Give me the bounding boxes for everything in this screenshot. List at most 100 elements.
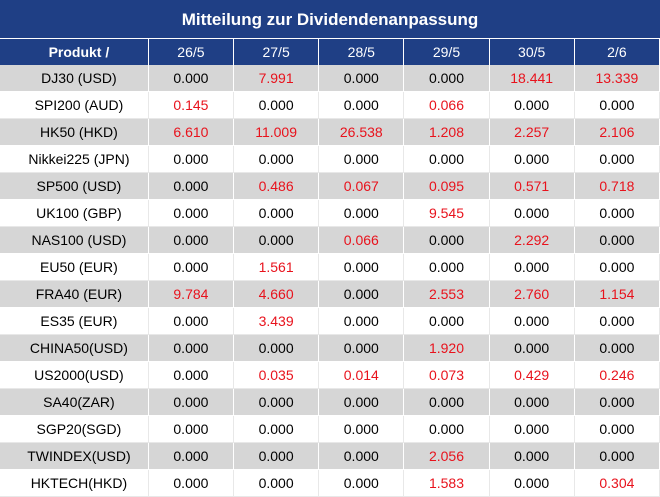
product-name-cell: ES35 (EUR) (0, 307, 149, 335)
dividend-value-cell: 0.000 (148, 145, 235, 173)
dividend-value-cell: 0.000 (148, 199, 235, 227)
product-name-cell: CHINA50(USD) (0, 334, 149, 362)
dividend-value-cell: 0.000 (489, 199, 575, 227)
dividend-value-cell: 0.000 (574, 199, 660, 227)
dividend-value-cell: 0.000 (403, 415, 490, 443)
dividend-value-cell: 0.066 (403, 91, 490, 119)
dividend-value-cell: 2.292 (489, 226, 575, 254)
dividend-table: Produkt / 26/5 27/5 28/5 29/5 30/5 2/6 D… (0, 39, 660, 497)
table-row: EU50 (EUR) 0.000 1.561 0.000 0.000 0.000 0.000 (0, 253, 660, 281)
table-row: FRA40 (EUR) 9.784 4.660 0.000 2.553 2.760 1.15… (0, 280, 660, 308)
dividend-value-cell: 0.000 (318, 415, 405, 443)
dividend-value-cell: 0.000 (403, 253, 490, 281)
dividend-value-cell: 0.000 (574, 253, 660, 281)
table-row: TWINDEX(USD) 0.000 0.000 0.000 2.056 0.000 0.0… (0, 442, 660, 470)
dividend-value-cell: 0.000 (148, 469, 235, 497)
dividend-value-cell: 0.000 (403, 65, 490, 92)
dividend-value-cell: 0.000 (148, 361, 235, 389)
page-title: Mitteilung zur Dividendenanpassung (0, 0, 660, 39)
dividend-value-cell: 0.000 (233, 334, 320, 362)
dividend-value-cell: 1.561 (233, 253, 320, 281)
product-name-cell: DJ30 (USD) (0, 65, 149, 92)
table-row: NAS100 (USD) 0.000 0.000 0.066 0.000 2.292 0.0… (0, 226, 660, 254)
dividend-value-cell: 0.000 (318, 280, 405, 308)
dividend-value-cell: 7.991 (233, 65, 320, 92)
dividend-value-cell: 2.056 (403, 442, 490, 470)
dividend-value-cell: 0.145 (148, 91, 235, 119)
product-name-cell: FRA40 (EUR) (0, 280, 149, 308)
column-header-date: 26/5 (148, 39, 235, 65)
product-name-cell: TWINDEX(USD) (0, 442, 149, 470)
product-name-cell: SA40(ZAR) (0, 388, 149, 416)
dividend-value-cell: 0.000 (233, 442, 320, 470)
product-name-cell: SGP20(SGD) (0, 415, 149, 443)
dividend-value-cell: 0.000 (574, 91, 660, 119)
product-name-cell: HK50 (HKD) (0, 118, 149, 146)
column-header-date: 27/5 (233, 39, 320, 65)
dividend-value-cell: 0.000 (148, 172, 235, 200)
column-header-date: 29/5 (403, 39, 490, 65)
dividend-value-cell: 0.095 (403, 172, 490, 200)
dividend-value-cell: 0.000 (403, 307, 490, 335)
dividend-value-cell: 0.000 (318, 253, 405, 281)
dividend-value-cell: 0.000 (318, 442, 405, 470)
dividend-value-cell: 0.000 (489, 388, 575, 416)
dividend-value-cell: 0.000 (489, 145, 575, 173)
dividend-value-cell: 0.066 (318, 226, 405, 254)
dividend-value-cell: 0.718 (574, 172, 660, 200)
dividend-value-cell: 0.000 (233, 91, 320, 119)
dividend-value-cell: 26.538 (318, 118, 405, 146)
dividend-value-cell: 0.486 (233, 172, 320, 200)
column-header-date: 30/5 (489, 39, 575, 65)
dividend-value-cell: 0.000 (148, 65, 235, 92)
dividend-value-cell: 1.583 (403, 469, 490, 497)
dividend-value-cell: 0.000 (489, 253, 575, 281)
dividend-value-cell: 0.000 (489, 442, 575, 470)
dividend-value-cell: 0.000 (233, 145, 320, 173)
dividend-value-cell: 0.000 (318, 334, 405, 362)
dividend-value-cell: 0.000 (318, 469, 405, 497)
dividend-value-cell: 0.000 (148, 307, 235, 335)
dividend-value-cell: 0.000 (489, 91, 575, 119)
dividend-value-cell: 0.304 (574, 469, 660, 497)
dividend-value-cell: 0.000 (233, 199, 320, 227)
table-row: US2000(USD) 0.000 0.035 0.014 0.073 0.429 0.24… (0, 361, 660, 389)
product-name-cell: Nikkei225 (JPN) (0, 145, 149, 173)
product-name-cell: US2000(USD) (0, 361, 149, 389)
table-row: SGP20(SGD) 0.000 0.000 0.000 0.000 0.000 0.000 (0, 415, 660, 443)
dividend-value-cell: 0.000 (574, 415, 660, 443)
dividend-value-cell: 1.154 (574, 280, 660, 308)
dividend-value-cell: 0.000 (233, 415, 320, 443)
dividend-value-cell: 0.000 (148, 442, 235, 470)
dividend-value-cell: 0.000 (574, 307, 660, 335)
dividend-value-cell: 0.000 (148, 415, 235, 443)
column-header-date: 28/5 (318, 39, 405, 65)
product-name-cell: SPI200 (AUD) (0, 91, 149, 119)
dividend-value-cell: 0.067 (318, 172, 405, 200)
dividend-value-cell: 0.000 (403, 226, 490, 254)
product-name-cell: SP500 (USD) (0, 172, 149, 200)
dividend-value-cell: 2.257 (489, 118, 575, 146)
dividend-value-cell: 0.000 (318, 91, 405, 119)
table-row: Nikkei225 (JPN) 0.000 0.000 0.000 0.000 0.000… (0, 145, 660, 173)
dividend-value-cell: 0.014 (318, 361, 405, 389)
dividend-value-cell: 9.784 (148, 280, 235, 308)
dividend-value-cell: 0.571 (489, 172, 575, 200)
dividend-value-cell: 0.000 (489, 334, 575, 362)
dividend-value-cell: 3.439 (233, 307, 320, 335)
dividend-value-cell: 0.000 (233, 388, 320, 416)
table-row: CHINA50(USD) 0.000 0.000 0.000 1.920 0.000 0.0… (0, 334, 660, 362)
dividend-value-cell: 0.000 (318, 388, 405, 416)
table-row: SPI200 (AUD) 0.145 0.000 0.000 0.066 0.000 0.0… (0, 91, 660, 119)
dividend-value-cell: 11.009 (233, 118, 320, 146)
dividend-value-cell: 0.000 (233, 469, 320, 497)
dividend-value-cell: 0.429 (489, 361, 575, 389)
dividend-value-cell: 2.760 (489, 280, 575, 308)
dividend-value-cell: 2.553 (403, 280, 490, 308)
table-row: SA40(ZAR) 0.000 0.000 0.000 0.000 0.000 0.000 (0, 388, 660, 416)
table-row: UK100 (GBP) 0.000 0.000 0.000 9.545 0.000 0.00… (0, 199, 660, 227)
dividend-value-cell: 0.000 (403, 388, 490, 416)
dividend-value-cell: 1.920 (403, 334, 490, 362)
dividend-value-cell: 0.000 (489, 307, 575, 335)
